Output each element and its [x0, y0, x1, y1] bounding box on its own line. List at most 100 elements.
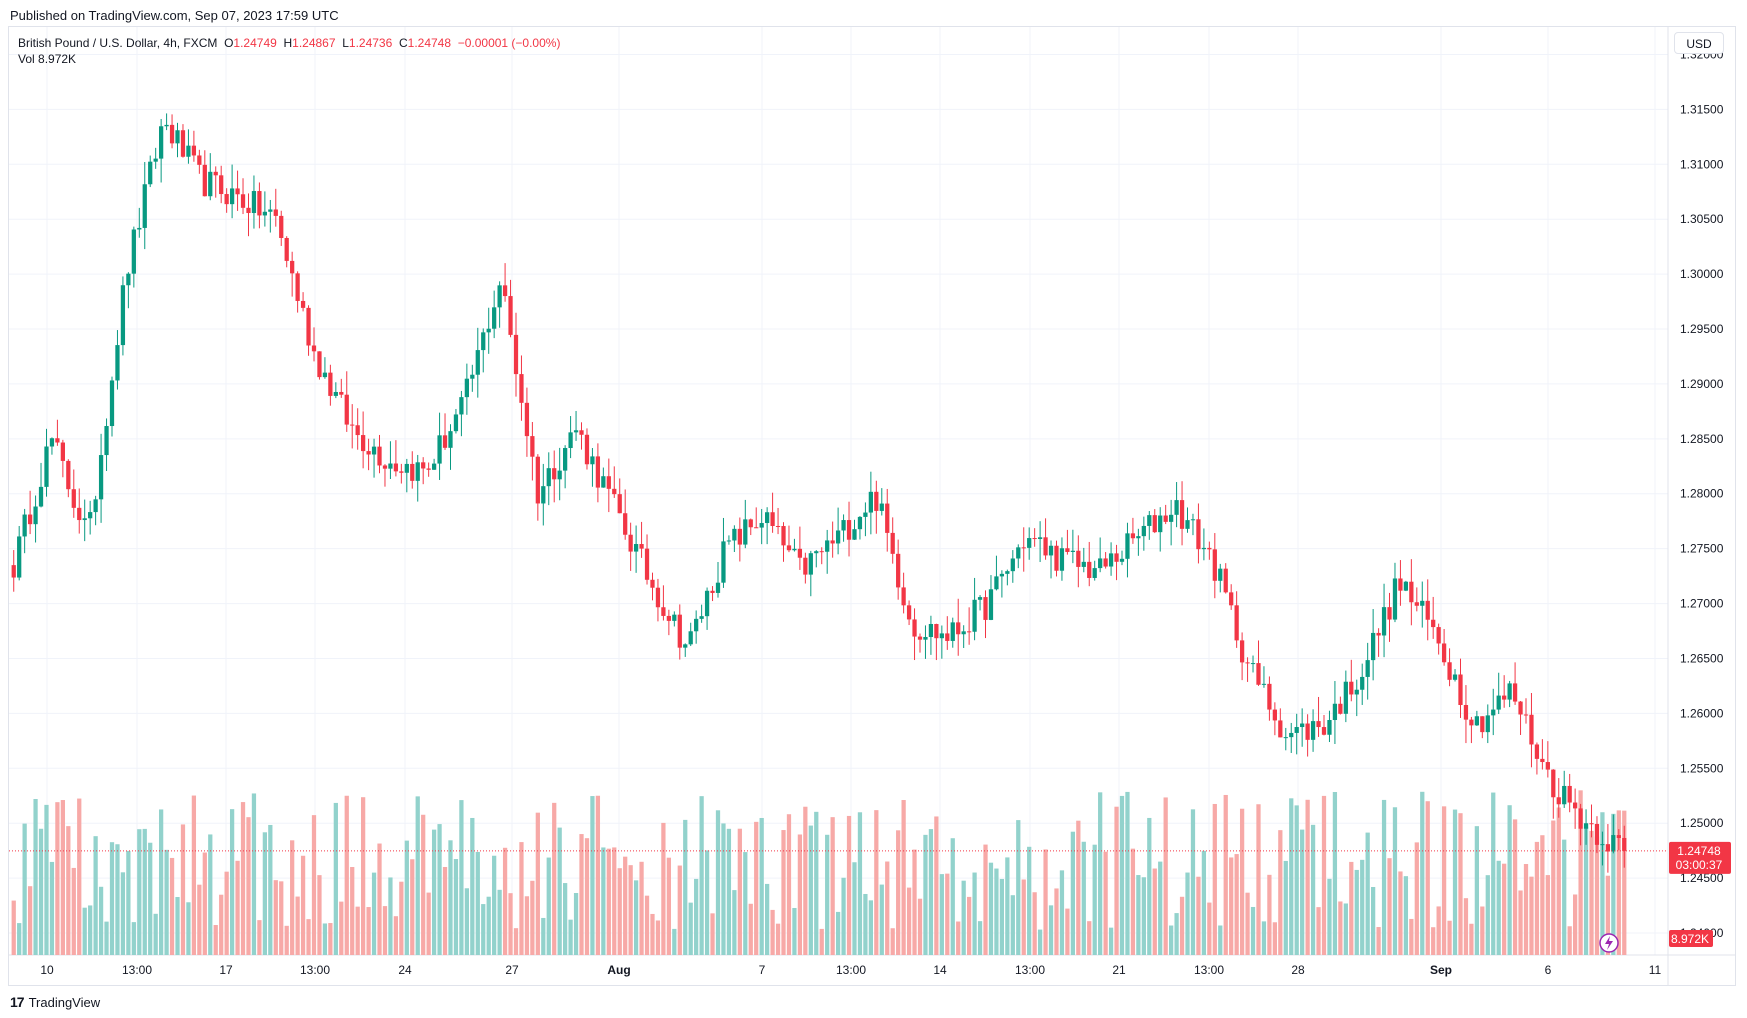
candle-body	[1196, 519, 1201, 550]
volume-bar	[1436, 906, 1441, 955]
volume-bar	[1616, 810, 1621, 955]
candle-body	[1540, 758, 1545, 763]
volume-bar	[1562, 839, 1567, 955]
volume-bar	[404, 840, 409, 955]
volume-bar	[568, 919, 573, 955]
volume-bar	[393, 916, 399, 955]
volume-bar	[797, 834, 803, 955]
volume-bar	[1316, 907, 1321, 955]
volume-bar	[814, 811, 819, 955]
volume-bar	[552, 802, 557, 955]
candle-body	[22, 514, 27, 537]
candle-body	[623, 513, 628, 535]
volume-bar	[1043, 849, 1048, 955]
volume-bar	[1360, 859, 1365, 955]
candle-body	[726, 540, 732, 542]
candle-body	[235, 188, 240, 195]
volume-bar	[437, 824, 442, 955]
volume-bar	[563, 883, 568, 955]
volume-bar	[55, 802, 60, 955]
candle-body	[868, 491, 873, 513]
volume-bar	[1174, 913, 1179, 955]
candle-body	[1409, 581, 1414, 603]
y-tick-label: 1.30500	[1680, 212, 1724, 226]
volume-bar	[415, 796, 420, 955]
volume-bar	[300, 855, 306, 955]
volume-bar	[1589, 830, 1594, 955]
volume-bar	[1054, 888, 1059, 955]
volume-bar	[240, 802, 246, 955]
candle-body	[1594, 823, 1600, 845]
volume-bar	[1349, 861, 1354, 955]
candle-body	[240, 194, 246, 208]
volume-bar	[1371, 887, 1376, 955]
volume-bar	[983, 844, 988, 955]
volume-bar	[1289, 798, 1294, 955]
volume-bar	[191, 795, 197, 955]
x-tick-label: 21	[1112, 963, 1126, 977]
volume-bar	[803, 806, 808, 955]
candle-body	[972, 599, 977, 632]
volume-bar	[1556, 807, 1561, 955]
candle-body	[27, 514, 33, 525]
candle-body	[1371, 632, 1376, 661]
volume-bar	[606, 848, 611, 955]
volume-bar	[1201, 850, 1207, 955]
volume-bar	[246, 817, 251, 955]
volume-bar	[1005, 857, 1010, 955]
volume-bar	[361, 797, 366, 955]
candle-body	[694, 618, 699, 632]
candle-body	[1551, 769, 1556, 798]
volume-bar	[377, 843, 382, 955]
candle-body	[759, 523, 764, 528]
candle-body	[415, 462, 420, 481]
candle-body	[1212, 549, 1217, 581]
candle-body	[563, 448, 568, 471]
volume-bar	[1496, 860, 1501, 955]
candle-body	[1398, 578, 1403, 591]
volume-bar	[350, 867, 355, 955]
candle-body	[1119, 558, 1125, 562]
tradingview-footer[interactable]: 17 TradingView	[10, 994, 100, 1010]
y-tick-label: 1.26000	[1680, 706, 1724, 720]
volume-bar	[208, 834, 213, 955]
volume-bar	[1387, 858, 1392, 955]
candle-body	[279, 215, 284, 238]
candle-body	[481, 332, 486, 351]
candle-body	[153, 158, 158, 162]
volume-bar	[1420, 791, 1425, 955]
candle-body	[33, 506, 38, 525]
candle-body	[268, 209, 273, 212]
candle-body	[273, 209, 278, 216]
volume-bar	[1190, 809, 1196, 955]
x-tick-label: 14	[933, 963, 947, 977]
symbol-title: British Pound / U.S. Dollar, 4h, FXCM	[18, 36, 218, 50]
volume-bar	[1583, 827, 1589, 955]
candle-body	[246, 207, 251, 214]
volume-bar	[82, 907, 87, 955]
candle-body	[1349, 681, 1354, 695]
volume-bar	[770, 909, 775, 955]
volume-bar	[470, 817, 475, 955]
candle-body	[492, 307, 497, 329]
volume-bar	[1578, 790, 1583, 955]
candle-body	[322, 372, 328, 378]
volume-bar	[841, 877, 846, 955]
volume-bar	[819, 928, 824, 955]
volume-bar	[1016, 820, 1021, 955]
volume-bar	[186, 902, 191, 955]
currency-button[interactable]: USD	[1674, 32, 1724, 54]
candle-body	[934, 623, 939, 639]
candle-body	[1425, 600, 1430, 620]
candle-body	[1169, 514, 1174, 522]
high-value: 1.24867	[292, 36, 336, 50]
volume-bar	[541, 917, 546, 955]
candle-body	[1567, 785, 1572, 803]
volume-bar	[666, 857, 671, 955]
volume-bar	[1300, 829, 1305, 955]
volume-bar	[1365, 832, 1370, 955]
volume-bar	[737, 828, 742, 955]
candle-body	[1491, 709, 1496, 716]
candle-body	[1327, 720, 1332, 735]
